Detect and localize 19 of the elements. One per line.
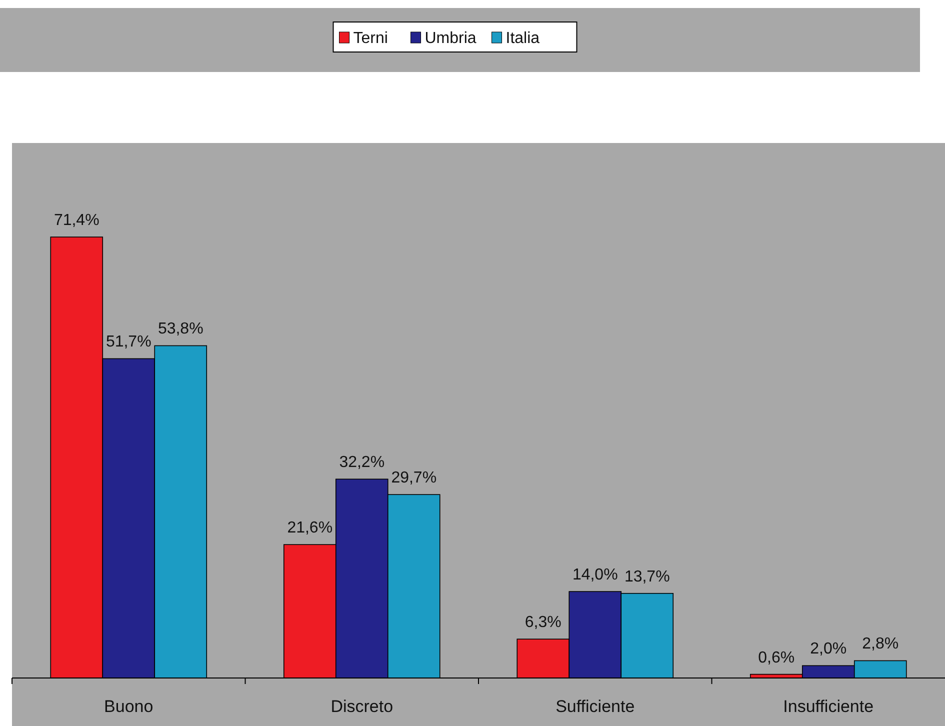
x-tick-label: Sufficiente [556, 697, 635, 716]
data-label: 2,8% [862, 636, 899, 653]
data-label: 32,2% [339, 454, 385, 472]
data-label: 71,4% [54, 212, 100, 229]
data-label: 6,3% [524, 614, 562, 632]
data-label: 51,7% [106, 334, 152, 351]
data-label: 53,8% [158, 320, 204, 338]
data-label: 0,6% [758, 649, 795, 666]
x-tick-label: Buono [104, 697, 154, 716]
legend-label: Terni [353, 30, 388, 47]
x-tick-label: Insufficiente [783, 697, 874, 716]
x-tick-label: Discreto [330, 697, 394, 716]
legend-label: Umbria [424, 30, 476, 47]
legend-label: Italia [506, 30, 540, 47]
data-label: 21,6% [287, 520, 333, 537]
data-label: 2,0% [810, 640, 847, 658]
data-label: 14,0% [572, 566, 618, 584]
data-label: 13,7% [624, 568, 670, 586]
data-label: 29,7% [391, 470, 437, 487]
